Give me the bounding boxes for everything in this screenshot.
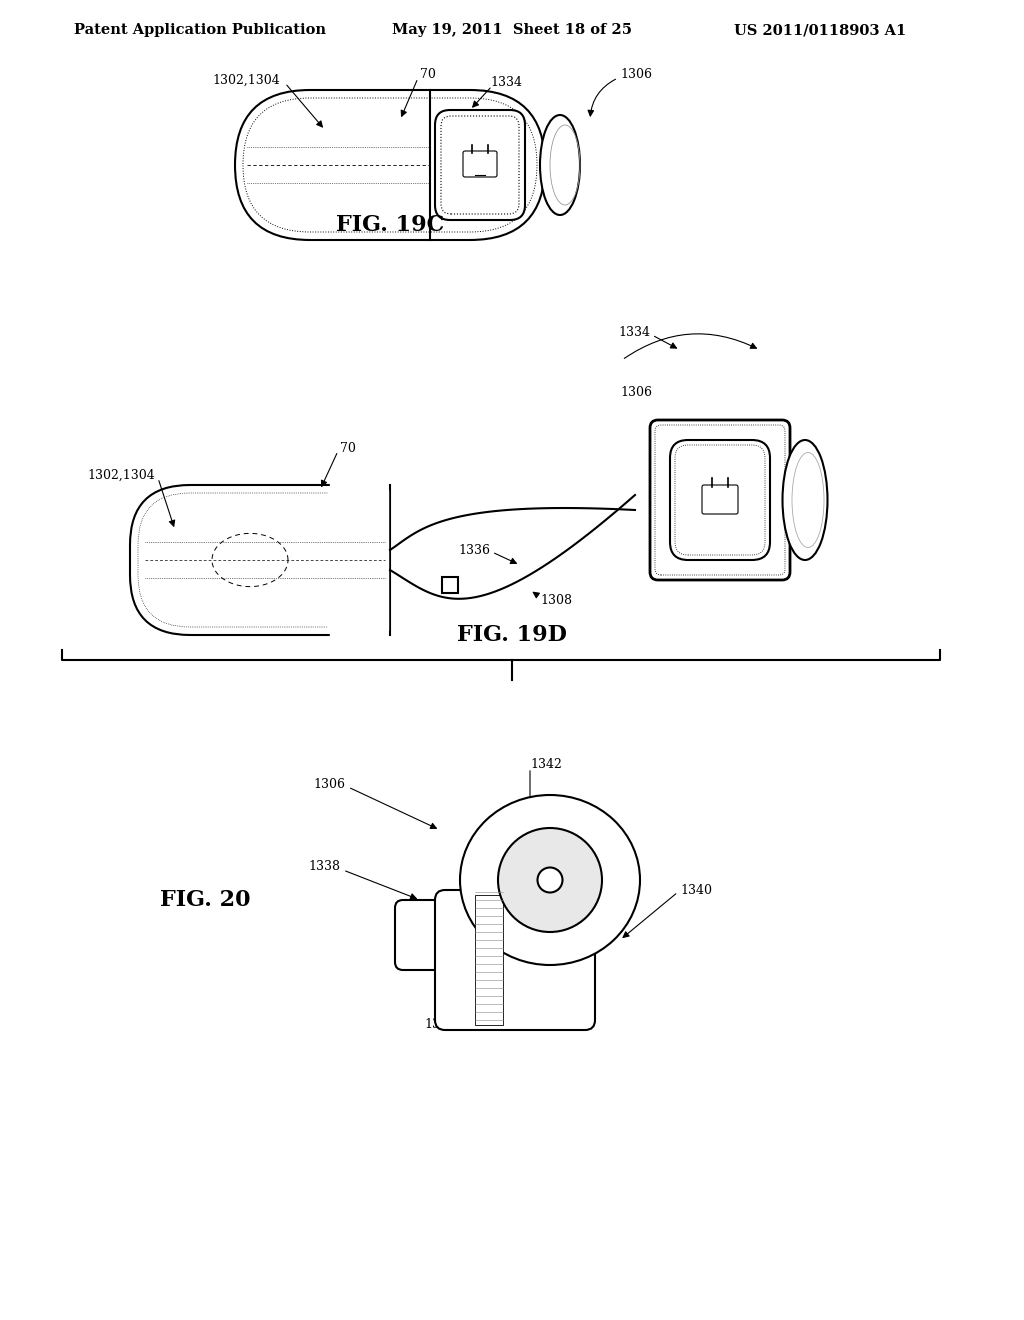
Text: 1338: 1338 [308,861,340,874]
Ellipse shape [540,115,580,215]
Text: US 2011/0118903 A1: US 2011/0118903 A1 [734,22,906,37]
Text: May 19, 2011  Sheet 18 of 25: May 19, 2011 Sheet 18 of 25 [392,22,632,37]
Text: FIG. 20: FIG. 20 [160,888,250,911]
FancyBboxPatch shape [702,484,738,513]
Text: 1342: 1342 [530,759,562,771]
FancyBboxPatch shape [395,900,445,970]
Ellipse shape [460,795,640,965]
Text: 70: 70 [420,69,436,82]
Text: 1340: 1340 [680,883,712,896]
Text: 1334: 1334 [490,77,522,90]
Bar [442,577,458,593]
Text: FIG. 19D: FIG. 19D [457,624,567,645]
FancyBboxPatch shape [463,150,497,177]
Text: 1336: 1336 [458,544,490,557]
Text: Patent Application Publication: Patent Application Publication [74,22,326,37]
Text: FIG. 19C: FIG. 19C [336,214,444,236]
Ellipse shape [782,440,827,560]
FancyBboxPatch shape [650,420,790,579]
Bar [328,490,388,630]
Text: 1306: 1306 [620,385,652,399]
Text: 70: 70 [340,441,356,454]
Text: 1302,1304: 1302,1304 [212,74,280,87]
Ellipse shape [538,867,562,892]
FancyBboxPatch shape [435,890,595,1030]
FancyBboxPatch shape [130,484,390,635]
Bar [330,483,395,638]
FancyBboxPatch shape [435,110,525,220]
Bar [475,895,503,1026]
Text: 1306: 1306 [313,779,345,792]
Text: 1308: 1308 [540,594,572,606]
FancyBboxPatch shape [670,440,770,560]
Text: 1302,1304: 1302,1304 [87,469,155,482]
Ellipse shape [498,828,602,932]
Text: 1334: 1334 [424,1019,456,1031]
FancyBboxPatch shape [234,90,545,240]
Text: 1306: 1306 [620,69,652,82]
Text: 1334: 1334 [618,326,650,338]
